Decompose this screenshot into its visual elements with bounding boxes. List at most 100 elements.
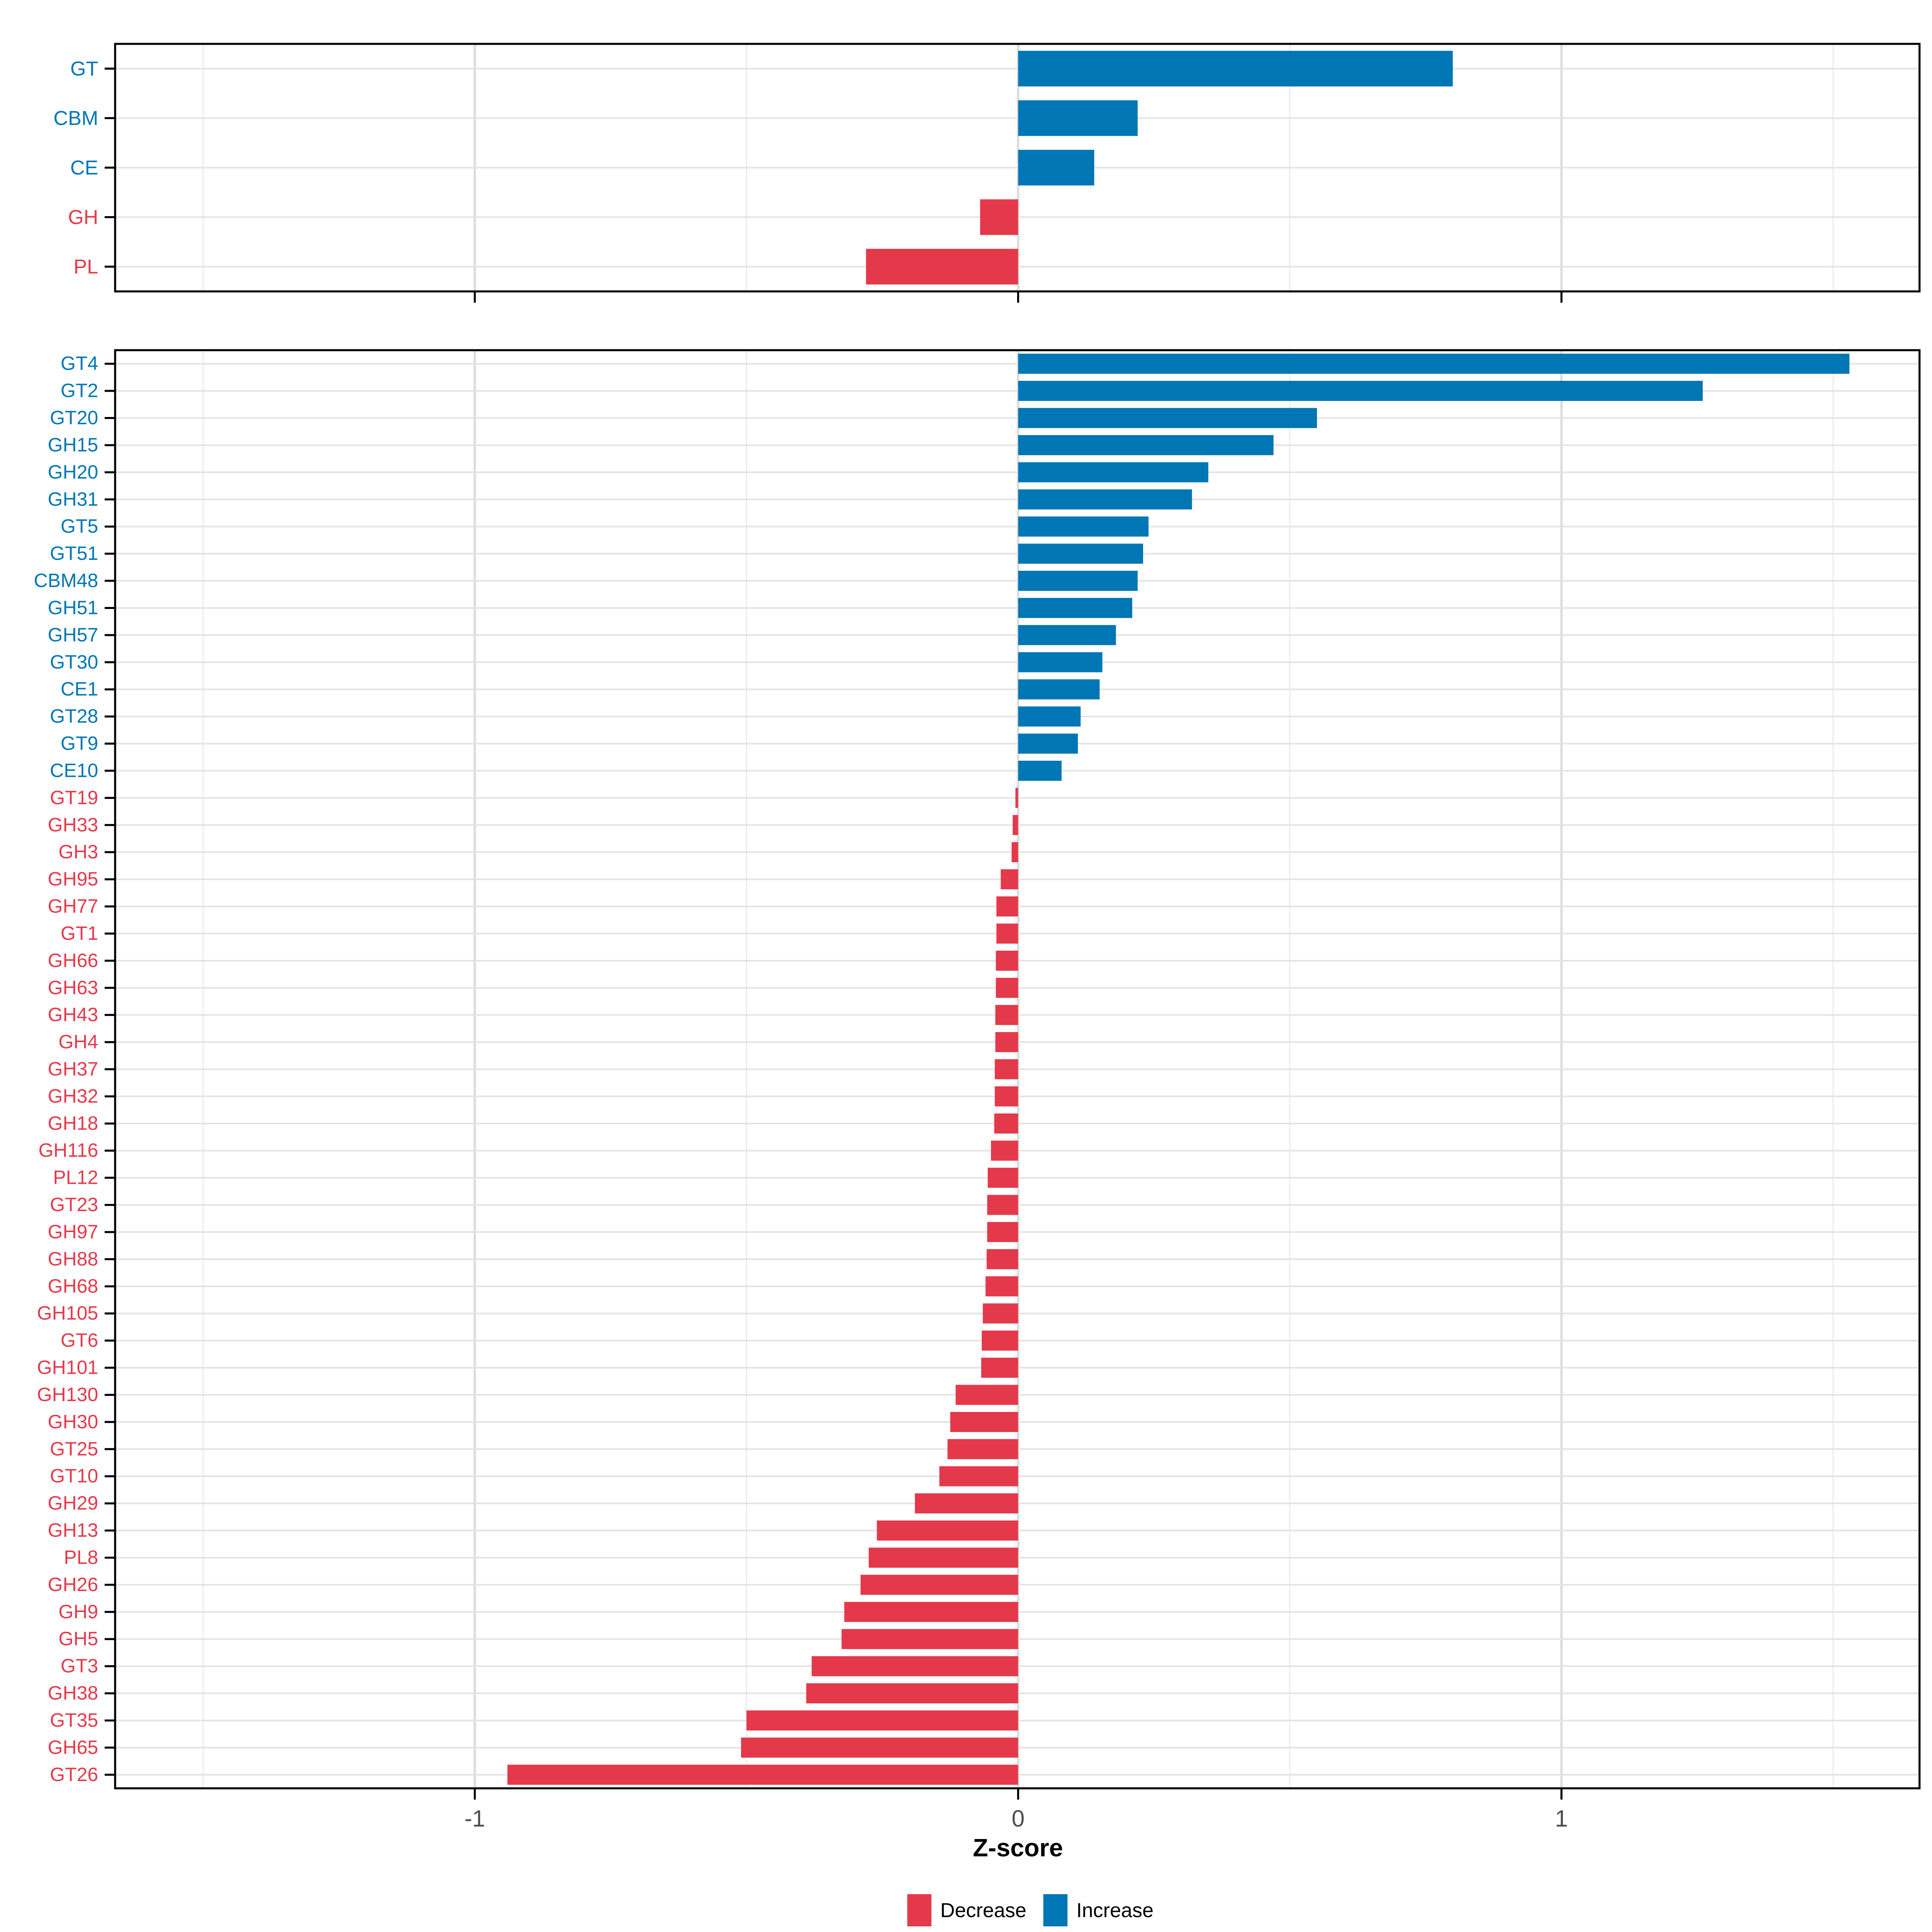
bar-GT6 — [982, 1330, 1018, 1351]
bar-GT1 — [996, 923, 1018, 944]
bar-GT51 — [1018, 543, 1144, 564]
legend-item-decrease: Decrease — [907, 1894, 1026, 1926]
bar-GT35 — [746, 1710, 1018, 1731]
category-label-GT25: GT25 — [50, 1439, 98, 1460]
bar-CE1 — [1018, 679, 1100, 700]
category-label-GT10: GT10 — [50, 1466, 98, 1487]
category-label-CBM: CBM — [54, 107, 98, 130]
bar-GH — [980, 199, 1018, 235]
category-label-GH37: GH37 — [48, 1059, 98, 1080]
bar-GT28 — [1018, 706, 1081, 727]
category-label-GH3: GH3 — [58, 842, 98, 863]
bar-GH77 — [996, 896, 1018, 916]
category-label-GT9: GT9 — [61, 733, 98, 754]
category-label-CBM48: CBM48 — [34, 570, 98, 592]
bar-GH5 — [841, 1629, 1018, 1649]
category-label-CE1: CE1 — [61, 679, 98, 700]
category-label-GH20: GH20 — [48, 462, 98, 483]
bar-GT — [1018, 51, 1453, 87]
legend-label-decrease: Decrease — [940, 1899, 1027, 1922]
category-label-PL8: PL8 — [64, 1547, 98, 1568]
category-label-GH: GH — [68, 206, 98, 229]
category-label-GT35: GT35 — [50, 1710, 98, 1731]
bar-CBM48 — [1018, 571, 1138, 591]
category-label-GH38: GH38 — [48, 1683, 98, 1704]
category-label-CE10: CE10 — [50, 760, 98, 781]
bar-CE10 — [1018, 760, 1062, 781]
category-label-CE: CE — [70, 157, 98, 179]
legend-swatch-increase-icon — [1043, 1894, 1068, 1926]
bar-GH37 — [995, 1059, 1018, 1080]
category-label-GH101: GH101 — [37, 1357, 98, 1379]
category-label-GH130: GH130 — [37, 1384, 98, 1406]
category-label-GT: GT — [70, 58, 98, 80]
legend-item-increase: Increase — [1043, 1894, 1154, 1926]
bar-GH32 — [995, 1086, 1018, 1106]
bar-GH43 — [995, 1005, 1018, 1025]
bar-PL — [866, 249, 1018, 285]
bar-CBM — [1018, 100, 1138, 136]
category-label-GT20: GT20 — [50, 407, 98, 429]
bar-GH57 — [1018, 625, 1116, 645]
bar-GH4 — [995, 1032, 1018, 1053]
bar-GH101 — [981, 1358, 1018, 1378]
x-tick-label: 1 — [1555, 1806, 1568, 1832]
bar-GT4 — [1018, 353, 1849, 374]
category-label-GH68: GH68 — [48, 1276, 98, 1297]
x-axis-title: Z-score — [973, 1834, 1063, 1862]
category-label-GT23: GT23 — [50, 1194, 98, 1216]
category-label-GH95: GH95 — [48, 869, 98, 890]
bar-CE — [1018, 150, 1094, 186]
bar-GH65 — [741, 1737, 1018, 1758]
bar-GT30 — [1018, 652, 1102, 673]
legend-swatch-decrease-icon — [907, 1894, 932, 1926]
panel-border-cazyme-family-panel — [114, 349, 1921, 1790]
bar-PL8 — [869, 1548, 1018, 1568]
category-label-PL: PL — [74, 256, 98, 278]
bar-GH116 — [991, 1140, 1018, 1161]
bar-GH130 — [956, 1385, 1018, 1405]
category-label-GH31: GH31 — [48, 489, 98, 510]
bar-GH15 — [1018, 435, 1274, 455]
bar-GH13 — [877, 1520, 1018, 1541]
category-label-GH32: GH32 — [48, 1086, 98, 1107]
bar-GH38 — [806, 1683, 1018, 1703]
category-label-GH30: GH30 — [48, 1411, 98, 1432]
category-label-GH77: GH77 — [48, 896, 98, 917]
bar-GT19 — [1015, 788, 1018, 808]
bar-GH88 — [987, 1249, 1018, 1269]
legend: Decrease Increase — [907, 1894, 1154, 1926]
bar-GH97 — [987, 1222, 1018, 1242]
bar-GT23 — [987, 1195, 1018, 1215]
category-label-GT2: GT2 — [61, 380, 98, 402]
category-label-GT5: GT5 — [61, 516, 98, 537]
category-label-GT30: GT30 — [50, 652, 98, 673]
bar-PL12 — [987, 1168, 1018, 1188]
bar-GT9 — [1018, 733, 1078, 754]
bar-GH31 — [1018, 489, 1192, 510]
x-tick-label: -1 — [464, 1806, 485, 1832]
category-label-GH29: GH29 — [48, 1493, 98, 1514]
category-label-GT4: GT4 — [61, 353, 98, 374]
bar-GT3 — [811, 1656, 1018, 1676]
bar-GT5 — [1018, 516, 1149, 537]
bar-GH68 — [985, 1276, 1018, 1296]
category-label-GT28: GT28 — [50, 706, 98, 727]
category-label-PL12: PL12 — [53, 1167, 98, 1189]
category-label-GT51: GT51 — [50, 543, 98, 564]
category-label-GH18: GH18 — [48, 1113, 98, 1134]
category-label-GH4: GH4 — [58, 1032, 98, 1053]
category-label-GT26: GT26 — [50, 1764, 98, 1785]
category-label-GH5: GH5 — [58, 1629, 98, 1650]
bar-GT20 — [1018, 408, 1317, 428]
category-label-GH13: GH13 — [48, 1520, 98, 1541]
category-label-GT3: GT3 — [61, 1655, 98, 1677]
bar-GH66 — [996, 950, 1018, 971]
bar-GT10 — [939, 1466, 1018, 1486]
category-label-GH26: GH26 — [48, 1574, 98, 1596]
category-label-GH15: GH15 — [48, 434, 98, 456]
x-tick-label: 0 — [1011, 1806, 1024, 1832]
category-label-GH33: GH33 — [48, 814, 98, 836]
